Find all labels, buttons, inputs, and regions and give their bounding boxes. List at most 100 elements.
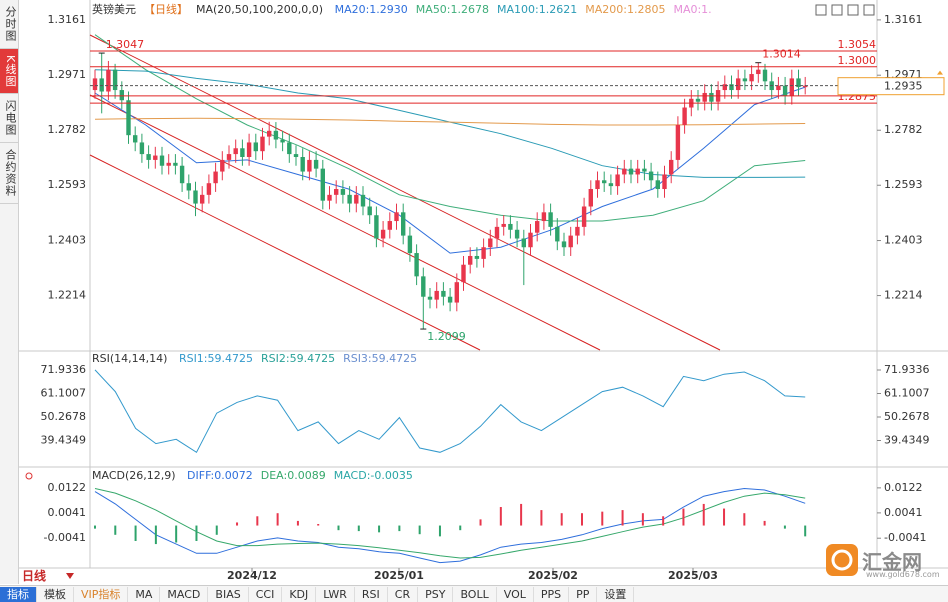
candle-body <box>280 139 285 143</box>
toolbar-item[interactable]: MA <box>128 586 161 602</box>
candle-body <box>139 142 145 155</box>
candle-body <box>782 85 788 96</box>
period-arrow[interactable] <box>66 573 74 579</box>
toolbar-item[interactable]: BIAS <box>208 586 249 602</box>
rsi-legend: RSI1:59.4725 <box>178 352 253 365</box>
candle-body <box>320 168 325 201</box>
candle-body <box>193 190 198 204</box>
macd-legend: DIFF:0.0072 <box>187 469 253 482</box>
macd-legend: MACD:-0.0035 <box>333 469 413 482</box>
candle-body <box>454 282 459 303</box>
toolbar-item[interactable]: PP <box>569 586 598 602</box>
rsi-title: RSI(14,14,14) <box>92 352 168 365</box>
macd-bar <box>520 503 523 526</box>
macd-bar <box>459 525 462 531</box>
candle-body <box>334 189 339 195</box>
icon[interactable] <box>863 4 875 16</box>
candle-body <box>394 212 399 222</box>
toolbar-item[interactable]: MACD <box>160 586 209 602</box>
y-tick-label: 0.0122 <box>48 481 87 494</box>
watermark-url: www.gold678.com <box>866 570 940 579</box>
macd-bar <box>134 525 137 541</box>
candle-body <box>628 168 634 175</box>
macd-line <box>94 488 806 559</box>
candle-body <box>508 223 513 230</box>
candle-body <box>414 253 419 277</box>
sidebar: 分时图 K线图 闪电图 合约资料 <box>0 0 19 584</box>
candle-body <box>434 290 439 300</box>
candle-body <box>461 264 466 283</box>
candle-body <box>441 290 446 297</box>
date-label: 2025/01 <box>374 569 424 582</box>
candle-body <box>608 183 614 187</box>
candle-body <box>742 78 748 82</box>
macd-bar <box>783 525 786 529</box>
ma-legend: MA200:1.2805 <box>585 3 666 16</box>
candle-body <box>561 241 567 248</box>
candle-body <box>374 215 379 239</box>
sidebar-tab[interactable]: 分时图 <box>0 0 18 49</box>
macd-bar <box>804 525 807 537</box>
candle-body <box>447 296 453 303</box>
period-button[interactable]: 日线 <box>22 569 47 583</box>
toolbar-item[interactable]: VOL <box>497 586 534 602</box>
toolbar-item[interactable]: VIP指标 <box>74 586 129 602</box>
toolbar-item[interactable]: PSY <box>418 586 454 602</box>
candle-body <box>307 159 312 172</box>
macd-bar <box>662 516 665 526</box>
toolbar-item[interactable]: KDJ <box>282 586 317 602</box>
ma-line <box>94 117 806 126</box>
candle-body <box>474 255 480 259</box>
candle-body <box>273 130 279 140</box>
macd-bar <box>114 525 117 535</box>
candle-body <box>535 221 540 233</box>
toolbar-item[interactable]: PPS <box>534 586 570 602</box>
candle-body <box>159 155 165 166</box>
icon[interactable] <box>815 4 827 16</box>
y-tick-label: 1.2971 <box>48 68 87 81</box>
macd-bar <box>540 510 543 526</box>
sidebar-tab[interactable]: 合约资料 <box>0 143 18 205</box>
macd-bar <box>580 513 583 526</box>
candle-body <box>347 194 352 204</box>
extreme-label: 1.3014 <box>762 48 801 61</box>
candle-body <box>380 229 386 239</box>
icon[interactable] <box>847 4 859 16</box>
toolbar-item[interactable]: CCI <box>249 586 283 602</box>
macd-bar <box>276 513 279 526</box>
toolbar-item[interactable]: RSI <box>355 586 388 602</box>
toolbar-item[interactable]: LWR <box>316 586 355 602</box>
candle-body <box>669 159 674 175</box>
candle-body <box>206 183 212 195</box>
candle-body <box>575 226 580 236</box>
macd-bar <box>560 513 563 526</box>
candle-body <box>749 74 754 82</box>
toolbar-item[interactable]: CR <box>388 586 419 602</box>
date-label: 2025/02 <box>528 569 578 582</box>
y-tick-label: 50.2678 <box>884 410 930 423</box>
sidebar-tab[interactable]: K线图 <box>0 49 18 95</box>
toolbar-item[interactable]: 指标 <box>0 586 37 602</box>
candle-body <box>682 107 687 125</box>
candle-body <box>675 124 681 160</box>
candle-body <box>789 78 794 96</box>
candle-body <box>153 155 158 160</box>
macd-bar <box>621 510 624 526</box>
candle-body <box>695 98 701 102</box>
macd-bar <box>175 525 178 543</box>
toolbar-item[interactable]: BOLL <box>453 586 497 602</box>
candle-body <box>200 194 205 204</box>
candle-body <box>327 194 332 201</box>
sidebar-tab[interactable]: 闪电图 <box>0 94 18 144</box>
y-tick-label: 39.4349 <box>41 434 87 447</box>
icon[interactable] <box>831 4 843 16</box>
y-tick-label: 1.2593 <box>48 178 87 191</box>
toolbar-item[interactable]: 模板 <box>37 586 74 602</box>
y-tick-label: 1.2782 <box>884 123 923 136</box>
y-tick-label: 0.0041 <box>884 506 923 519</box>
candle-body <box>340 189 346 195</box>
candle-body <box>635 168 640 175</box>
candle-body <box>173 162 178 166</box>
toolbar-item[interactable]: 设置 <box>597 586 635 602</box>
candle-body <box>762 69 768 82</box>
